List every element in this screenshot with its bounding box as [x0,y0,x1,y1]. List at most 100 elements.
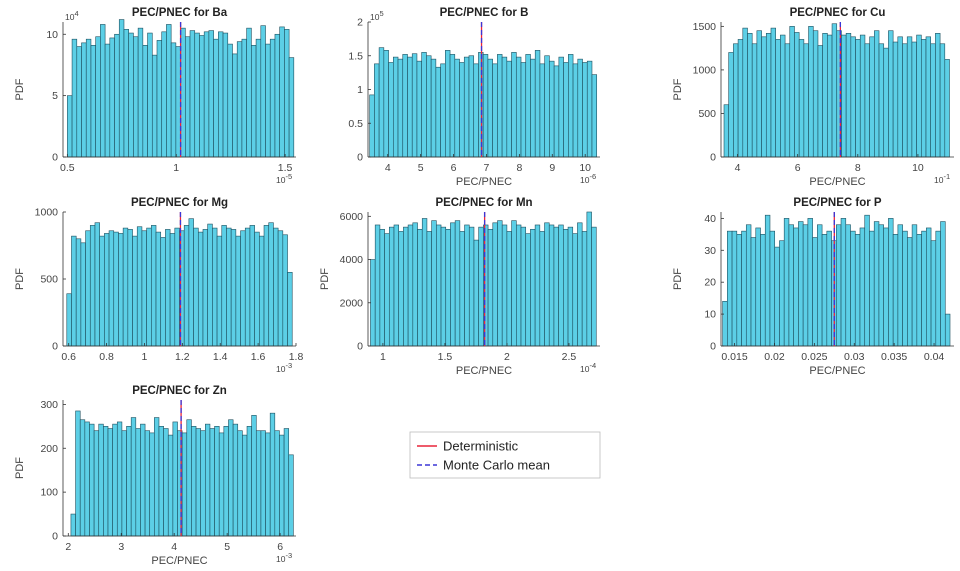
histogram-bar [136,226,143,347]
histogram-bar [241,38,247,158]
histogram-bar [463,56,470,158]
histogram-bar [873,221,880,347]
histogram-panel-3: 0 500 1000 1500 4 6 8 10 10-1 PEC/PNEC for Cu PDF P… [672,7,954,188]
histogram-bar [454,220,461,347]
histogram-bar [468,55,475,158]
histogram-bar [567,226,574,347]
histogram-bar [722,301,728,347]
histogram-bar [497,54,503,158]
x-tick-label: 1.4 [213,351,228,363]
histogram-bar [163,428,169,537]
histogram-bar [459,62,465,158]
histogram-bar [788,224,794,347]
histogram-bar [379,228,385,347]
histogram-bar [183,225,190,347]
histogram-bar [473,239,479,347]
histogram-bar [407,56,413,158]
histogram-bar [384,233,390,347]
histogram-bar [98,423,104,537]
histogram-bar [854,234,861,347]
histogram-bar [67,95,73,158]
histogram-bar [133,36,139,158]
histogram-bar [793,227,799,347]
histogram-bar [127,229,133,347]
histogram-bar [207,223,213,347]
x-tick-label: 2.5 [562,351,577,363]
histogram-bar [572,233,578,347]
histogram-bar [831,23,838,158]
histogram-bar [426,55,432,158]
histogram-bar [244,227,251,347]
histogram-bar [506,231,512,347]
histogram-bar [121,430,127,537]
chart-title: PEC/PNEC for Zn [132,385,227,397]
histogram-bar [445,228,451,347]
histogram-bar [109,37,115,158]
histogram-bar [921,230,927,347]
x-tick-label: 0.03 [844,351,865,363]
histogram-bar [202,229,208,347]
histogram-bar [172,421,178,537]
histogram-bar [780,34,786,158]
histogram-bar [835,224,842,347]
histogram-bar [186,419,192,537]
histogram-bar [817,224,823,347]
x-tick-label: 6 [277,541,283,553]
histogram-bar [794,32,800,158]
histogram-bar [197,231,204,347]
x-tick-label: 1.5 [278,162,293,174]
histogram-bar [859,34,866,158]
y-tick-label: 20 [704,277,716,289]
y-axis-label: PDF [14,268,26,290]
y-tick-label: 0 [357,341,363,353]
histogram-bar [180,27,186,158]
histogram-bar [520,62,527,158]
histogram-bar [775,39,781,158]
histogram-bar [449,54,456,158]
histogram-bar [450,222,456,347]
y-axis-label: PDF [319,268,331,290]
x-axis-multiplier: 10-6 [580,172,596,185]
histogram-bar [478,226,484,347]
histogram-bar [265,43,271,158]
x-tick-label: 1 [380,351,386,363]
histogram-bar [516,224,522,347]
histogram-bar [520,226,527,347]
histogram-bar [779,240,785,347]
histogram-bar [397,58,404,158]
histogram-bar [104,233,110,347]
histogram-bar [156,40,163,158]
histogram-bar [140,423,146,537]
histogram-bar [108,230,115,347]
histogram-bar [878,224,884,347]
histogram-bar [440,226,447,347]
histogram-bar [89,423,95,537]
histogram-bar [436,224,442,347]
histogram-bar [926,227,932,347]
histogram-bar [745,224,752,347]
histogram-panel-7: 0 100 200 300 2 3 4 5 610-3 PEC/PNEC for Zn PDF PEC… [14,385,296,567]
histogram-bar [897,36,903,158]
histogram-bar [916,34,922,158]
histogram-bar [193,227,199,347]
histogram-bar [511,52,517,158]
histogram-bar [236,41,243,158]
histogram-bar [553,226,559,347]
histogram-bar [189,30,196,158]
x-tick-label: 10 [912,162,924,174]
y-axis-label: PDF [14,457,26,479]
histogram-bar [249,225,255,347]
x-axis-label: PEC/PNEC [456,365,512,377]
y-tick-label: 5 [52,90,58,102]
histogram-bar [944,313,951,347]
histogram-bar [199,35,205,158]
legend-label: Deterministic [443,439,519,454]
histogram-bar [911,224,918,347]
histogram-bar [223,426,229,537]
histogram-bar [501,224,508,347]
histogram-bar [402,54,408,158]
histogram-bar [378,47,385,158]
histogram-bar [84,421,90,537]
histogram-bar [388,62,394,158]
histogram-bar [515,56,522,158]
